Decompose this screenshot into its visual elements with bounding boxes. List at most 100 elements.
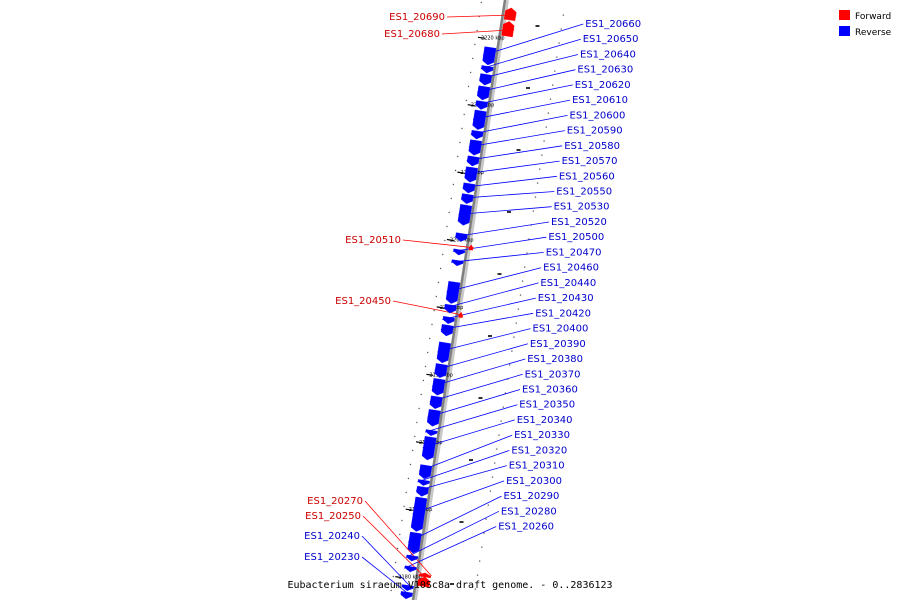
scale-tick: [436, 306, 444, 309]
gene-reverse-arrow: [475, 100, 488, 110]
gene-label-forward: ES1_20690: [389, 12, 445, 23]
gene-forward-arrow: [503, 7, 517, 21]
right-track-dot: [390, 589, 392, 592]
gene-label-reverse: ES1_20390: [530, 339, 586, 350]
gene-label-reverse: ES1_20550: [556, 187, 612, 198]
gene-reverse-arrow: [455, 232, 468, 242]
gene-label-reverse: ES1_20500: [548, 232, 604, 243]
right-track-dot: [457, 155, 459, 158]
label-connectors: [361, 14, 584, 597]
reverse-label-connector: [440, 312, 534, 330]
gene-label-reverse: ES1_20600: [570, 110, 626, 121]
gene-reverse-arrow: [457, 204, 473, 226]
gene-label-reverse: ES1_20290: [504, 491, 560, 502]
left-track-mark: [478, 397, 483, 399]
left-track-dot: [549, 98, 552, 100]
reverse-label-connector: [412, 480, 505, 515]
reverse-label-connector: [404, 526, 497, 569]
left-track-dot: [474, 588, 477, 590]
gene-label-reverse: ES1_20280: [501, 506, 557, 517]
reverse-label-connector: [462, 175, 557, 188]
left-track-dot: [519, 294, 522, 296]
left-track-mark: [535, 25, 540, 27]
right-track-dot: [437, 281, 440, 284]
right-track-dot: [401, 519, 403, 522]
left-track-dot: [556, 56, 558, 58]
right-track-dot: [392, 575, 394, 578]
right-track-dot: [416, 421, 418, 424]
gene-label-reverse: ES1_20660: [585, 19, 641, 30]
reverse-label-connector: [472, 99, 571, 120]
right-track-dot: [450, 197, 452, 200]
right-track-dot: [474, 43, 476, 46]
gene-reverse-arrow: [410, 496, 428, 532]
right-track-dot: [454, 169, 457, 172]
reverse-label-connector: [408, 495, 502, 543]
scale-tick: [457, 171, 465, 174]
left-track-dot: [498, 434, 500, 436]
right-track-dot: [399, 533, 401, 536]
reverse-label-connector: [442, 297, 536, 320]
gene-label-reverse: ES1_20530: [554, 202, 610, 213]
reverse-label-connector: [475, 84, 573, 105]
left-track-dot: [489, 490, 492, 492]
left-track-mark: [469, 459, 473, 461]
reverse-label-connector: [455, 221, 550, 237]
gene-reverse-arrow: [421, 436, 437, 461]
reverse-label-connector: [451, 252, 544, 263]
gene-labels: ES1_20660 ES1_20650 ES1_20640 ES1_20630 ES1_…: [304, 12, 641, 563]
gene-label-forward: ES1_20250: [305, 511, 361, 522]
left-track-dot: [513, 336, 515, 338]
reverse-label-connector: [437, 328, 531, 353]
scale-tick: [446, 238, 454, 242]
left-track-dot: [558, 42, 560, 44]
right-track-dot: [452, 183, 455, 186]
reverse-label-connector: [418, 434, 513, 472]
left-track-mark: [459, 521, 464, 523]
reverse-label-connector: [361, 535, 413, 590]
gene-reverse-arrow: [464, 166, 478, 183]
reverse-label-connector: [405, 510, 500, 558]
right-track-dot: [424, 365, 427, 368]
gene-label-reverse: ES1_20330: [514, 430, 570, 441]
left-track-dot: [479, 560, 481, 562]
forward-label-connector: [362, 515, 431, 583]
gene-label-forward: ES1_20680: [384, 29, 440, 40]
gene-reverse-arrow: [445, 281, 461, 304]
gene-label-reverse: ES1_20460: [543, 263, 599, 274]
scale-tick: [467, 104, 475, 107]
left-track-dot: [509, 364, 511, 366]
gene-reverse-arrow: [406, 554, 419, 562]
right-track-dot: [463, 113, 465, 116]
reverse-label-connector: [417, 450, 510, 483]
gene-reverse-arrow: [479, 73, 493, 86]
left-track-dot: [539, 168, 541, 170]
sequence-dots: [390, 1, 565, 592]
right-track-dot: [429, 337, 431, 340]
reverse-label-connector: [470, 115, 568, 135]
right-track-dot: [444, 239, 446, 242]
scale-tick-label: 2180 kbp: [398, 575, 422, 581]
gene-label-forward: ES1_20270: [307, 496, 363, 507]
gene-label-reverse: ES1_20300: [506, 476, 562, 487]
scale-tick: [426, 373, 434, 376]
gene-reverse-arrow: [462, 182, 476, 194]
gene-reverse-arrow: [436, 341, 451, 364]
right-track-dot: [396, 547, 399, 550]
left-track-dot: [485, 518, 487, 520]
reverse-label-connector: [452, 236, 547, 252]
gene-reverse-arrow: [461, 193, 474, 204]
right-track-dot: [431, 323, 433, 326]
gene-label-reverse: ES1_20650: [583, 34, 639, 45]
scale-tick: [395, 576, 403, 579]
gene-reverse-arrow: [472, 109, 487, 130]
gene-forward-arrow: [417, 576, 431, 588]
right-track-dot: [469, 71, 472, 74]
gene-reverse-arrow: [429, 395, 443, 409]
gene-features: [400, 7, 517, 600]
left-track-dot: [554, 70, 556, 72]
right-track-dot: [407, 477, 410, 480]
left-track-dot: [545, 126, 547, 128]
right-track-dot: [472, 57, 474, 60]
